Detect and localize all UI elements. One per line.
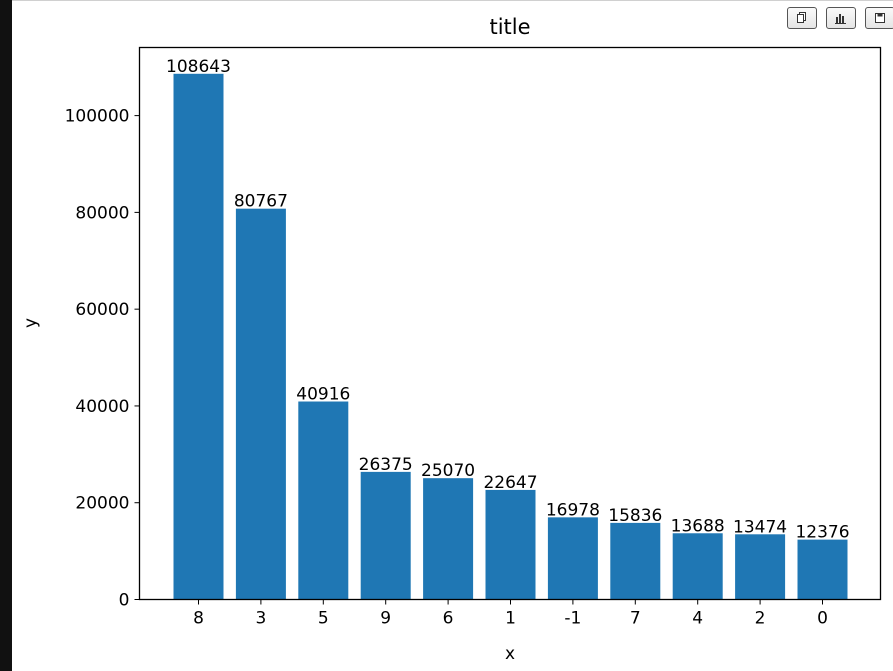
bar [360,471,411,600]
bar [672,533,723,600]
y-tick-label: 100000 [65,107,130,127]
bar [173,73,224,600]
y-tick-label: 20000 [75,494,129,514]
data-labels-group: 108643 80767 40916 26375 25070 22647 16978 1583… [166,57,850,543]
x-tick-label: -1 [564,609,581,629]
x-tick-label: 0 [817,609,828,629]
bar [235,208,286,600]
save-button[interactable] [865,7,893,29]
x-tick-label: 7 [630,609,641,629]
data-label: 15836 [608,506,662,526]
data-label: 13474 [733,517,787,537]
bar [547,517,598,600]
data-label: 80767 [234,192,288,212]
x-tick-label: 2 [755,609,766,629]
bars-group [173,73,848,600]
copy-icon [797,12,806,23]
y-tick-label: 40000 [75,397,129,417]
data-label: 25070 [421,461,475,481]
figure-toolbar [787,7,893,29]
data-label: 16978 [546,500,600,520]
y-axis-label: y [21,318,41,328]
data-label: 108643 [166,57,231,77]
bar [735,534,786,600]
data-label: 40916 [296,385,350,405]
data-label: 26375 [359,455,413,475]
chart-button[interactable] [826,7,856,29]
bar-chart-icon [835,14,846,24]
bar [485,489,536,600]
bar [797,539,848,600]
x-tick-label: 1 [505,609,516,629]
x-tick-label: 4 [692,609,703,629]
window-top-border [12,0,893,1]
y-tick-label: 80000 [75,203,129,223]
data-label: 13688 [671,516,725,536]
x-tick-label: 5 [318,609,329,629]
copy-button[interactable] [787,7,817,29]
y-axis-ticks: 0 20000 40000 60000 80000 100000 [65,107,140,611]
x-axis-ticks: 8 3 5 9 6 1 -1 7 4 2 0 [193,599,828,629]
y-tick-label: 0 [119,591,130,611]
x-axis-label: x [505,644,515,664]
data-label: 22647 [483,473,537,493]
save-icon [875,13,885,23]
y-tick-label: 60000 [75,300,129,320]
window-left-edge [0,0,12,671]
bar [423,478,474,600]
x-tick-label: 3 [255,609,266,629]
bar [610,522,661,600]
x-tick-label: 8 [193,609,204,629]
bar [298,401,349,600]
plot-area-frame [138,46,882,601]
x-tick-label: 9 [380,609,391,629]
x-tick-label: 6 [443,609,454,629]
chart-title: title [489,15,530,39]
data-label: 12376 [795,523,849,543]
